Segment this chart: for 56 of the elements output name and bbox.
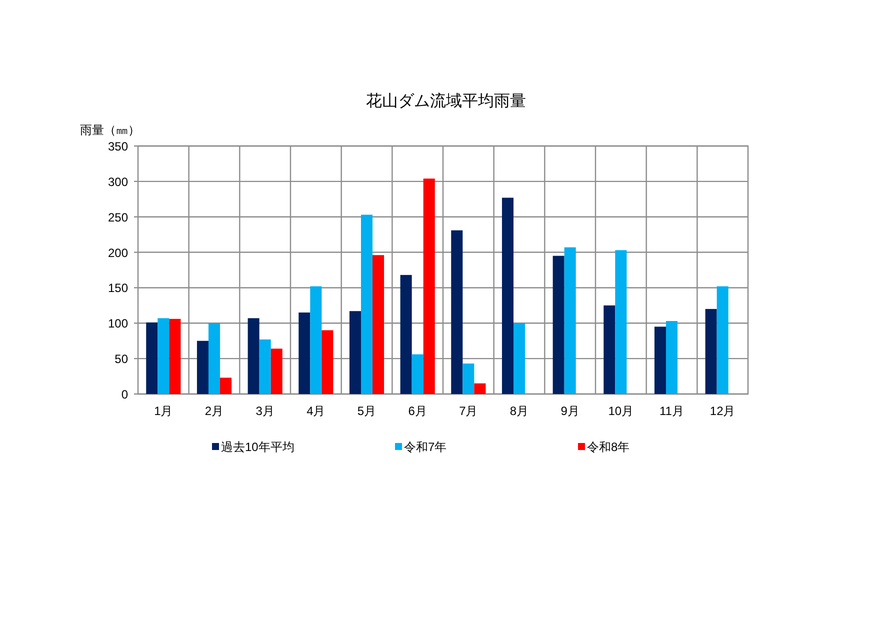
bar bbox=[474, 383, 486, 394]
y-tick-label: 300 bbox=[108, 174, 128, 189]
bar bbox=[654, 326, 666, 394]
bar bbox=[451, 230, 463, 394]
bar bbox=[208, 323, 220, 394]
x-tick-label: 4月 bbox=[306, 404, 326, 418]
x-tick-label: 8月 bbox=[510, 404, 529, 418]
bar bbox=[259, 339, 271, 394]
x-tick-label: 10月 bbox=[608, 404, 634, 418]
bar bbox=[502, 198, 514, 394]
bar bbox=[716, 286, 728, 394]
bar bbox=[270, 348, 282, 394]
x-tick-label: 9月 bbox=[560, 404, 580, 418]
x-tick-label: 11月 bbox=[660, 404, 684, 418]
bar bbox=[298, 312, 310, 394]
bar bbox=[604, 305, 616, 394]
bar bbox=[552, 256, 564, 394]
x-tick-label: 12月 bbox=[710, 404, 736, 418]
y-tick-label: 350 bbox=[108, 140, 128, 154]
legend-label: 過去10年平均 bbox=[221, 440, 294, 454]
bar bbox=[220, 378, 232, 394]
bar bbox=[310, 286, 322, 394]
bar bbox=[158, 318, 170, 394]
legend-label: 令和7年 bbox=[404, 440, 447, 454]
bar bbox=[412, 354, 424, 394]
bar bbox=[248, 318, 260, 394]
bar bbox=[705, 308, 717, 394]
bar bbox=[196, 340, 208, 394]
bar bbox=[513, 323, 526, 394]
y-tick-label: 0 bbox=[121, 388, 128, 402]
x-tick-label: 5月 bbox=[357, 404, 376, 418]
x-tick-label: 3月 bbox=[256, 404, 274, 418]
bar bbox=[349, 311, 361, 394]
y-tick-label: 150 bbox=[108, 281, 128, 296]
bar bbox=[423, 178, 435, 394]
bar bbox=[666, 321, 678, 394]
bar bbox=[169, 318, 181, 394]
bar bbox=[462, 364, 474, 394]
y-tick-label: 250 bbox=[108, 210, 128, 224]
ylabel: 雨量（㎜） bbox=[80, 123, 140, 137]
x-tick-label: 2月 bbox=[204, 404, 224, 418]
x-tick-label: 7月 bbox=[459, 404, 478, 418]
y-tick-label: 50 bbox=[114, 352, 128, 366]
bar bbox=[372, 255, 384, 394]
bar bbox=[322, 330, 334, 394]
bar bbox=[146, 322, 158, 394]
x-tick-label: 6月 bbox=[408, 404, 427, 418]
bar bbox=[360, 214, 373, 394]
x-tick-label: 1月 bbox=[154, 404, 173, 418]
y-tick-label: 100 bbox=[108, 316, 128, 331]
bar bbox=[615, 250, 627, 394]
bar bbox=[564, 247, 576, 394]
title: 花山ダム流域平均雨量 bbox=[366, 93, 526, 110]
bar bbox=[400, 274, 412, 394]
y-tick-label: 200 bbox=[108, 246, 128, 260]
legend-label: 令和8年 bbox=[587, 440, 630, 454]
